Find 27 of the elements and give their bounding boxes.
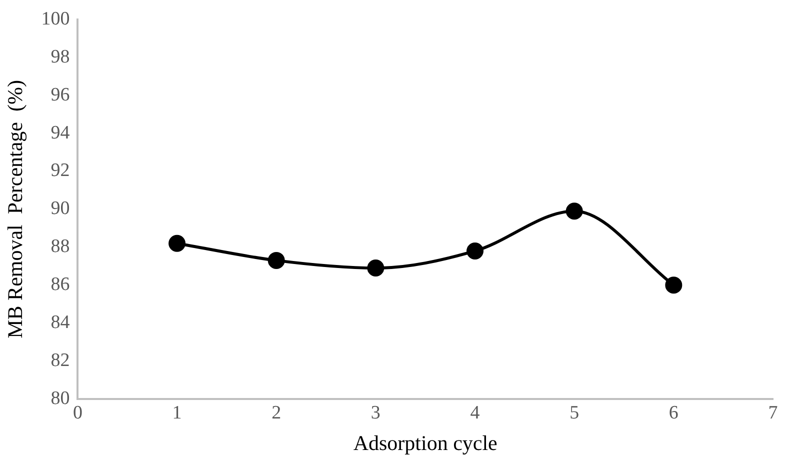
y-tick-label: 100: [41, 8, 70, 30]
x-tick-label: 0: [72, 402, 82, 424]
y-tick-label: 98: [50, 46, 70, 68]
y-tick-label: 94: [50, 122, 70, 144]
y-tick-label: 86: [50, 274, 70, 296]
point: [268, 252, 285, 269]
y-tick-label: 84: [50, 312, 70, 334]
point: [367, 260, 384, 277]
point: [466, 242, 484, 260]
x-tick-label: 3: [370, 402, 380, 424]
x-tick-label: 4: [470, 402, 480, 424]
y-tick-label: 92: [50, 160, 70, 182]
x-tick-label: 2: [272, 402, 282, 424]
x-tick-label: 1: [172, 402, 182, 424]
y-tick-label: 88: [50, 236, 70, 258]
point: [665, 276, 682, 294]
x-tick-label: 5: [570, 402, 580, 424]
y-tick-label: 80: [50, 388, 70, 409]
y-axis-title: MB Removal Percentage (%): [3, 80, 28, 338]
x-axis-title: Adsorption cycle: [353, 430, 498, 455]
y-tick-label: 90: [50, 198, 70, 220]
x-tick-label: 6: [668, 402, 678, 424]
point: [168, 234, 186, 252]
y-tick-label: 96: [50, 84, 70, 106]
point: [566, 202, 583, 220]
x-tick-label: 7: [768, 402, 778, 424]
y-tick-label: 82: [50, 350, 70, 372]
